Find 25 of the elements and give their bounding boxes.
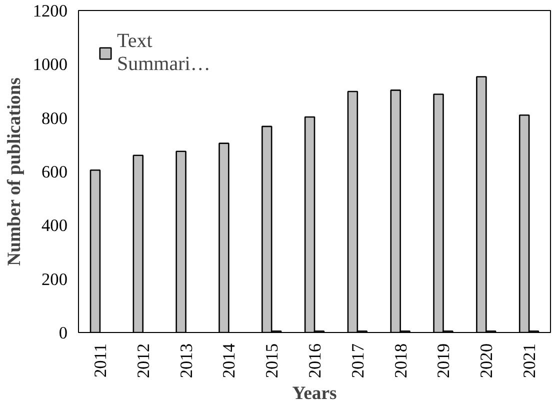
x-axis-title: Years bbox=[292, 383, 337, 404]
x-tick-label: 2014 bbox=[220, 343, 239, 378]
x-tick-label: 2019 bbox=[434, 344, 454, 378]
bar bbox=[132, 154, 144, 332]
x-tick-label: 2015 bbox=[262, 344, 282, 378]
x-tick-label: 2017 bbox=[348, 343, 368, 378]
x-tick-label: 2013 bbox=[176, 344, 196, 378]
y-tick-label: 600 bbox=[42, 162, 68, 182]
y-tick-label: 0 bbox=[58, 324, 68, 342]
bar bbox=[176, 150, 186, 332]
x-tick-label: 2011 bbox=[90, 344, 110, 378]
x-tick-label: 2016 bbox=[306, 343, 324, 378]
y-tick-label: 1000 bbox=[32, 55, 68, 74]
x-tick-label: 2018 bbox=[391, 344, 410, 378]
y-tick-label: 800 bbox=[42, 108, 68, 128]
x-tick-label: 2012 bbox=[134, 344, 153, 378]
y-tick-label: 400 bbox=[42, 216, 68, 236]
x-tick-label: 2020 bbox=[477, 344, 496, 378]
bar bbox=[218, 142, 230, 332]
legend-label: Text Summari… bbox=[117, 30, 210, 76]
y-tick-label: 1200 bbox=[32, 2, 68, 20]
y-tick-label: 200 bbox=[42, 270, 68, 289]
x-tick-label: 2021 bbox=[520, 344, 540, 378]
bar bbox=[90, 170, 101, 332]
y-axis-title: Number of publications bbox=[4, 78, 25, 266]
